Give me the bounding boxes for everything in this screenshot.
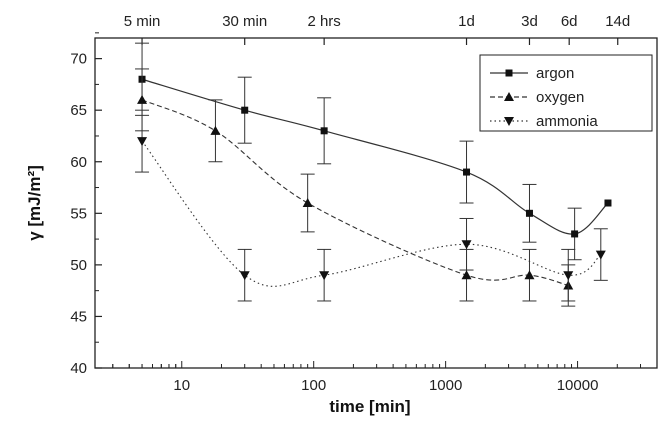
x-tick-label: 1000	[429, 377, 462, 394]
data-point-triangle-down	[595, 250, 606, 260]
legend-label-oxygen: oxygen	[536, 89, 584, 106]
top-tick-label: 2 hrs	[307, 13, 340, 30]
data-point-triangle-down	[319, 271, 330, 281]
data-point-triangle-up	[210, 125, 221, 135]
x-axis-title: time [min]	[329, 397, 410, 416]
y-tick-label: 55	[70, 205, 87, 222]
y-tick-label: 70	[70, 51, 87, 68]
data-point-square	[463, 168, 471, 176]
y-tick-label: 45	[70, 308, 87, 325]
y-tick-label: 50	[70, 257, 87, 274]
series-argon	[135, 42, 612, 261]
data-point-triangle-up	[302, 198, 313, 207]
plot-frame	[94, 37, 658, 369]
legend: argon oxygen ammonia	[479, 54, 653, 132]
data-point-triangle-down	[239, 271, 250, 281]
y-tick-label: 60	[70, 154, 87, 171]
legend-label-ammonia: ammonia	[536, 113, 598, 130]
data-point-triangle-down	[137, 137, 148, 147]
y-axis-title: γ [mJ/m²]	[25, 165, 44, 241]
data-point-triangle-up	[524, 270, 535, 280]
y-tick-label: 65	[70, 102, 87, 119]
top-tick-label: 1d	[458, 13, 475, 30]
data-point-square	[525, 209, 533, 217]
x-tick-labels: 10 100 1000 10000	[173, 377, 598, 394]
x-tick-label: 100	[301, 377, 326, 394]
series-ammonia	[135, 109, 608, 302]
data-point-square	[571, 230, 579, 238]
top-time-labels: 5 min 30 min 2 hrs 1d 3d 6d 14d	[124, 13, 631, 30]
legend-label-argon: argon	[536, 65, 574, 82]
data-point-triangle-down	[563, 271, 574, 281]
data-point-square	[505, 69, 513, 77]
x-tick-label: 10	[173, 377, 190, 394]
tick-marks	[95, 32, 658, 369]
data-point-triangle-up	[137, 94, 148, 104]
data-point-square	[241, 106, 249, 114]
data-point-square	[320, 127, 328, 135]
data-point-triangle-up	[461, 270, 472, 280]
top-tick-label: 14d	[605, 13, 630, 30]
data-point-triangle-down	[504, 117, 514, 126]
y-tick-labels: 40 45 50 55 60 65 70	[70, 51, 87, 377]
top-tick-label: 6d	[561, 13, 578, 30]
data-point-triangle-up	[504, 92, 514, 101]
x-tick-label: 10000	[557, 377, 599, 394]
data-point-square	[604, 199, 612, 207]
top-tick-label: 3d	[521, 13, 538, 30]
top-tick-label: 30 min	[222, 13, 267, 30]
y-tick-label: 40	[70, 360, 87, 377]
data-point-triangle-down	[461, 240, 472, 250]
series-layer	[135, 42, 612, 307]
top-tick-label: 5 min	[124, 13, 161, 30]
